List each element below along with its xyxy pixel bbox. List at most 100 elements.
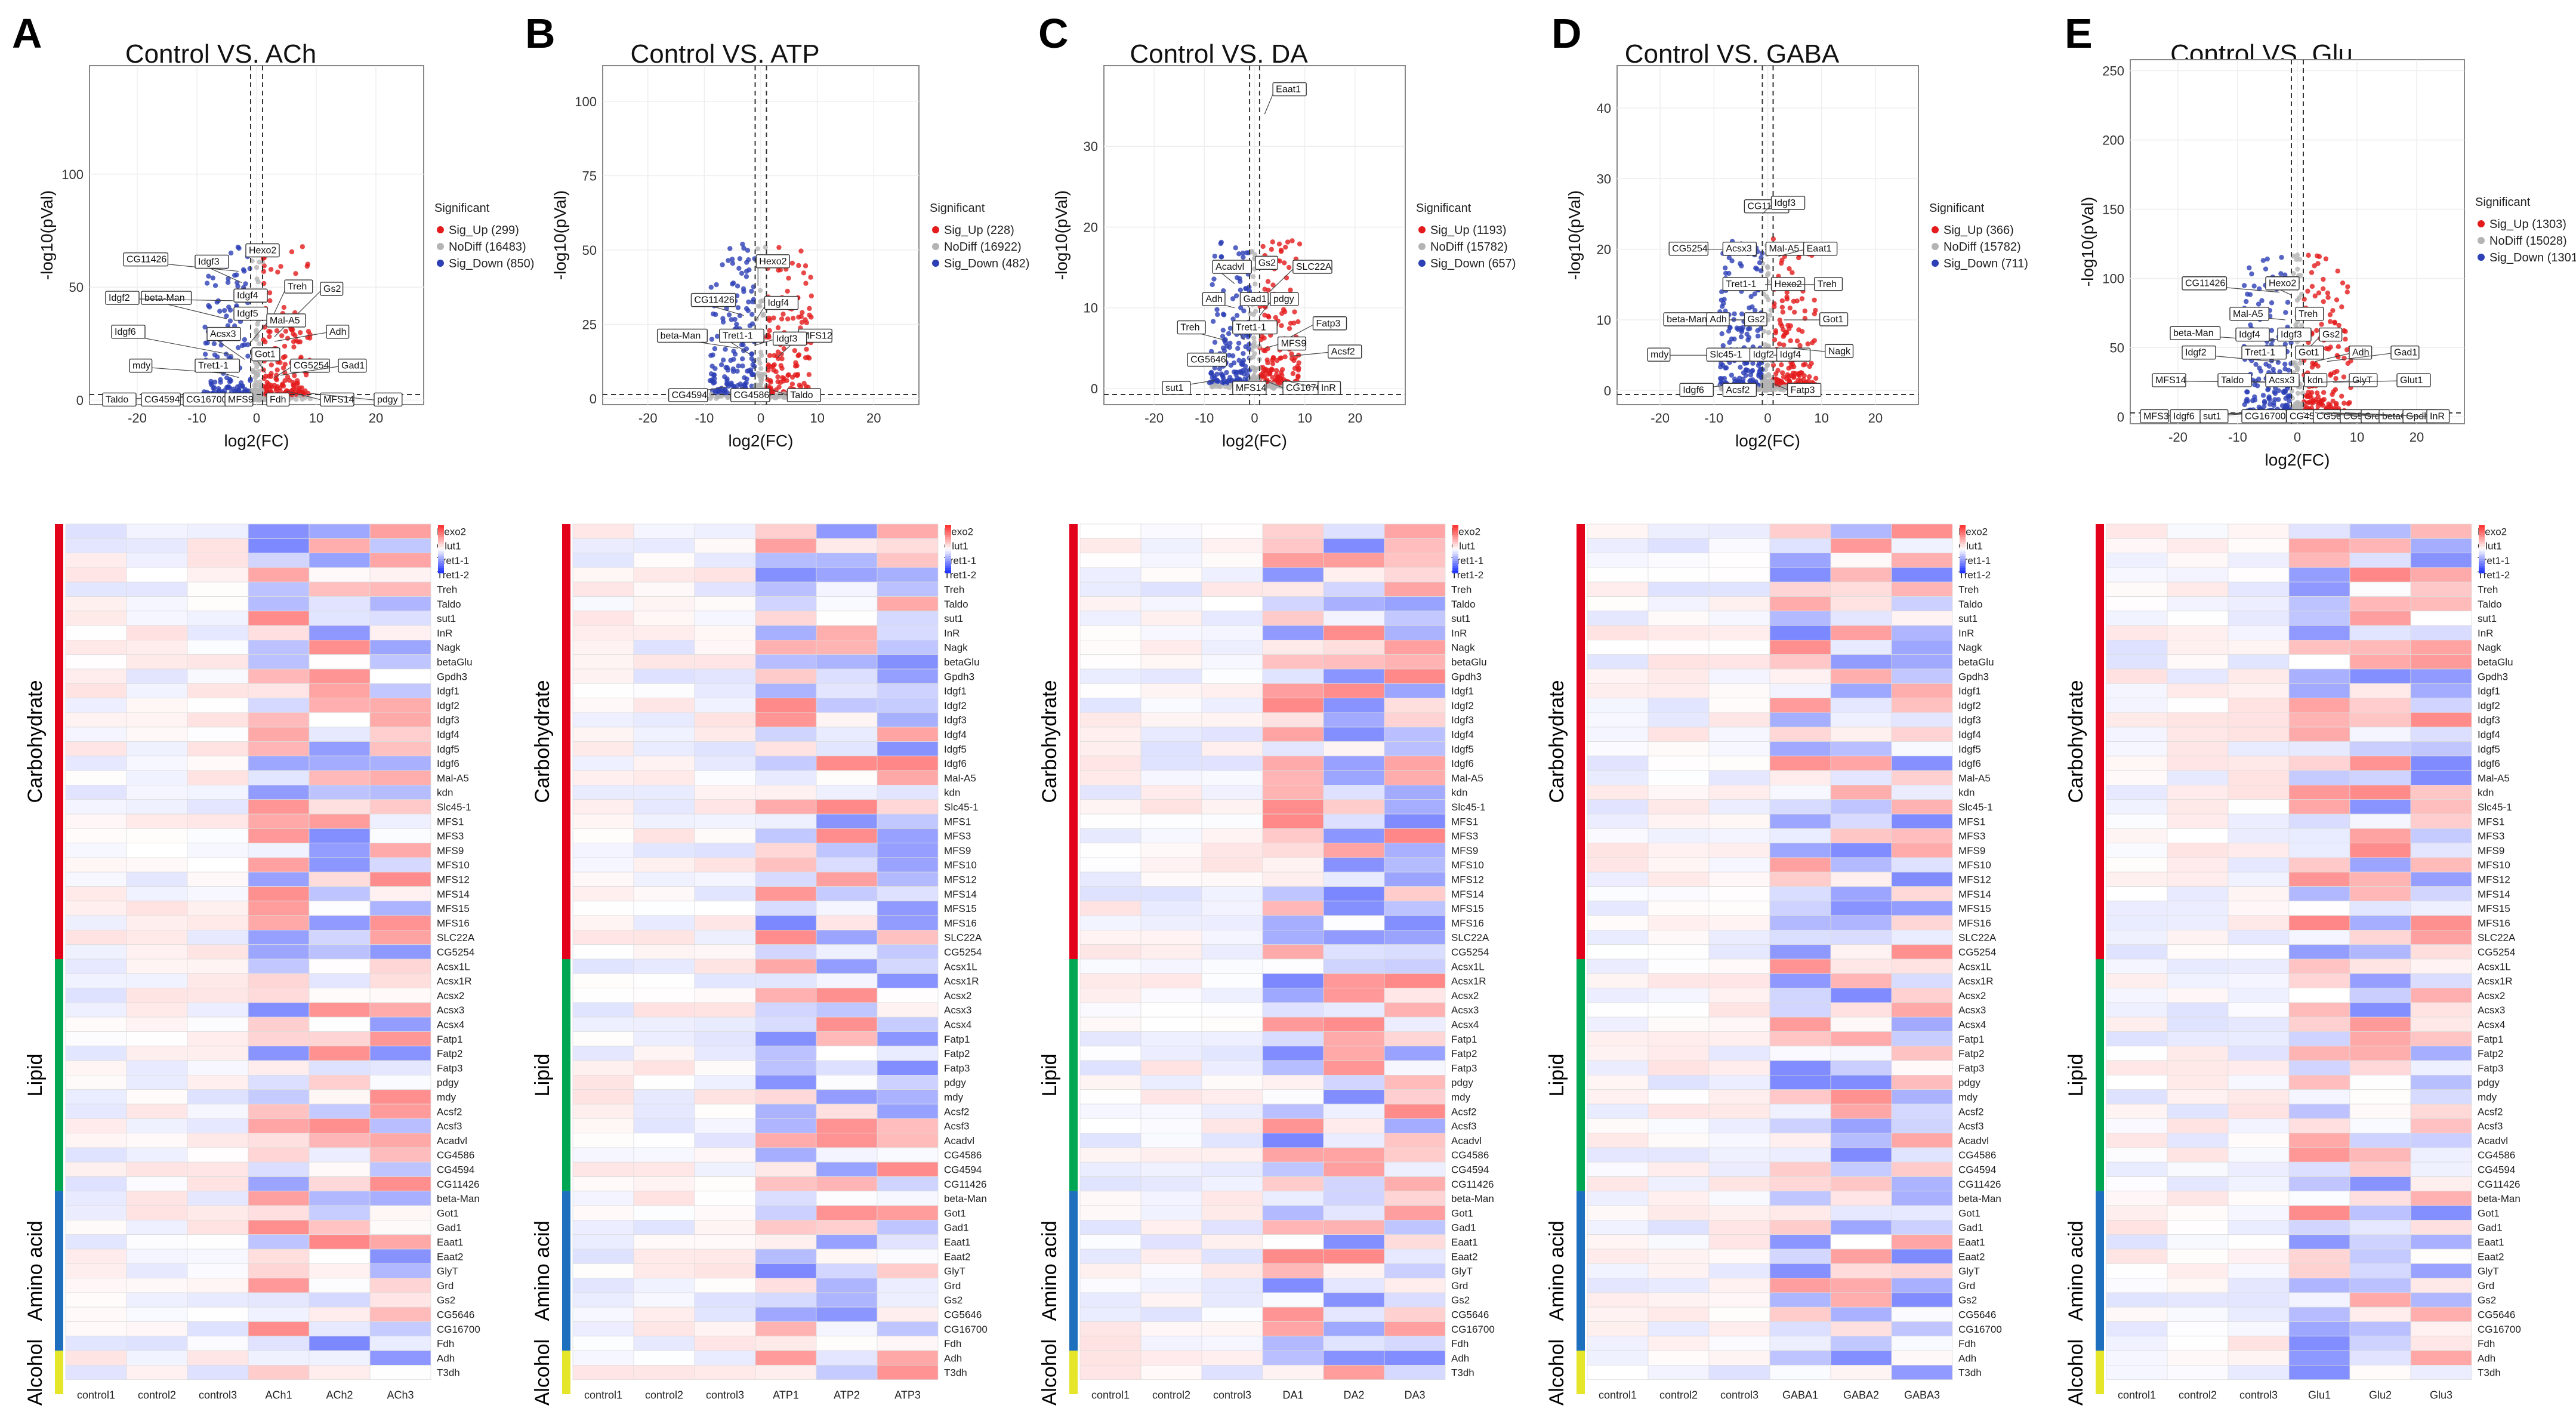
heatmap-cell bbox=[1892, 1075, 1952, 1089]
gene-name: CG5646 bbox=[1451, 1309, 1489, 1321]
label-text: Tret1-1 bbox=[1726, 279, 1756, 289]
heatmap-cell bbox=[1202, 1263, 1263, 1278]
point bbox=[758, 366, 763, 371]
gene-name: Fatp2 bbox=[1451, 1048, 1477, 1059]
heatmap-cell bbox=[1648, 916, 1709, 930]
gene-name: Taldo bbox=[1958, 599, 1983, 610]
heatmap-cell bbox=[1141, 742, 1202, 756]
heatmap-cell bbox=[1587, 669, 1648, 683]
heatmap-cell bbox=[1709, 1351, 1770, 1365]
point bbox=[1794, 298, 1799, 303]
point bbox=[1237, 276, 1242, 281]
point bbox=[229, 251, 233, 255]
heatmap-cell bbox=[187, 1148, 248, 1162]
gene-name: T3dh bbox=[437, 1367, 460, 1379]
heatmap-cell bbox=[66, 524, 127, 538]
point bbox=[1766, 297, 1770, 302]
heatmap-cell bbox=[1080, 1191, 1141, 1206]
gene-name: Fatp3 bbox=[437, 1062, 462, 1074]
label-text: mdy bbox=[1651, 350, 1668, 360]
heatmap-cell bbox=[1831, 713, 1892, 727]
gene-name: Fatp2 bbox=[437, 1048, 462, 1059]
heatmap-cell bbox=[187, 1162, 248, 1176]
legend-swatch bbox=[437, 226, 444, 233]
heatmap-cell bbox=[187, 973, 248, 988]
point bbox=[1781, 343, 1786, 347]
heatmap-cell bbox=[370, 582, 431, 596]
heatmap-cell bbox=[1263, 1235, 1324, 1249]
label-text: Idgf4 bbox=[1780, 350, 1801, 360]
gene-label: Hexo2 bbox=[246, 244, 279, 257]
label-text: Tret1-1 bbox=[723, 331, 753, 341]
heatmap-cell bbox=[1384, 945, 1445, 959]
heatmap-cell bbox=[1202, 611, 1263, 625]
heatmap-cell bbox=[370, 1177, 431, 1191]
heatmap-cell bbox=[1892, 930, 1952, 944]
label-text: Idgf3 bbox=[198, 257, 220, 267]
heatmap-cell bbox=[755, 1249, 816, 1263]
heatmap-cell bbox=[1587, 655, 1648, 669]
point bbox=[776, 245, 781, 249]
heatmap-cell bbox=[573, 756, 634, 770]
heatmap-cell bbox=[1892, 1307, 1952, 1321]
heatmap-cell bbox=[634, 1293, 695, 1307]
point bbox=[798, 248, 803, 253]
point bbox=[2250, 398, 2255, 403]
heatmap-cell bbox=[1141, 698, 1202, 713]
heatmap-cell bbox=[1080, 901, 1141, 916]
heatmap-cell bbox=[573, 785, 634, 799]
gene-name: Idgf6 bbox=[1451, 758, 1474, 769]
heatmap-cell bbox=[1892, 553, 1952, 568]
heatmap-cell bbox=[1324, 828, 1384, 843]
heatmap-cell bbox=[1324, 1017, 1384, 1031]
label-text: Mal-A5 bbox=[2233, 309, 2263, 319]
heatmap-cell bbox=[1384, 1162, 1445, 1176]
heatmap-cell bbox=[695, 1307, 755, 1321]
heatmap-cell bbox=[816, 843, 877, 858]
heatmap-cell bbox=[1892, 611, 1952, 625]
point bbox=[1278, 381, 1282, 386]
point bbox=[2316, 291, 2321, 295]
heatmap-cell bbox=[187, 582, 248, 596]
heatmap-cell bbox=[1770, 1263, 1831, 1278]
heatmap-cell bbox=[1770, 1061, 1831, 1075]
heatmap-cell bbox=[634, 1263, 695, 1278]
heatmap-cell bbox=[1648, 713, 1709, 727]
heatmap-cell bbox=[877, 713, 938, 727]
point bbox=[720, 316, 725, 321]
gene-name: Got1 bbox=[944, 1207, 966, 1219]
heatmap-cell bbox=[66, 901, 127, 916]
heatmap-cell bbox=[1384, 1046, 1445, 1061]
heatmap-cell bbox=[1648, 1278, 1709, 1293]
gene-name: Nagk bbox=[944, 642, 968, 654]
heatmap-cell bbox=[370, 959, 431, 973]
heatmap-cell bbox=[1770, 1017, 1831, 1031]
heatmap-cell bbox=[66, 1133, 127, 1148]
heatmap-cell bbox=[127, 698, 187, 713]
heatmap-cell bbox=[1202, 1220, 1263, 1234]
heatmap-cell bbox=[573, 1220, 634, 1234]
x-tick-label: 20 bbox=[866, 411, 881, 426]
point bbox=[253, 375, 258, 380]
heatmap-cell bbox=[1141, 1046, 1202, 1061]
heatmap-cell bbox=[877, 945, 938, 959]
point bbox=[2306, 253, 2310, 258]
heatmap-cell bbox=[187, 901, 248, 916]
heatmap-cell bbox=[1892, 828, 1952, 843]
heatmap-cell bbox=[1263, 1090, 1324, 1104]
label-text: CG16700 bbox=[186, 394, 227, 405]
point bbox=[803, 281, 808, 286]
heatmap-cell bbox=[1892, 1220, 1952, 1234]
heatmap-cell bbox=[1831, 1336, 1892, 1351]
point bbox=[206, 274, 211, 279]
heatmap-cell bbox=[1384, 872, 1445, 886]
point bbox=[804, 320, 809, 325]
heatmap-cell bbox=[1324, 1090, 1384, 1104]
heatmap-cell bbox=[1080, 973, 1141, 988]
heatmap-cell bbox=[877, 1104, 938, 1118]
heatmap-cell bbox=[248, 1133, 309, 1148]
point bbox=[758, 288, 763, 292]
point bbox=[1777, 341, 1782, 346]
